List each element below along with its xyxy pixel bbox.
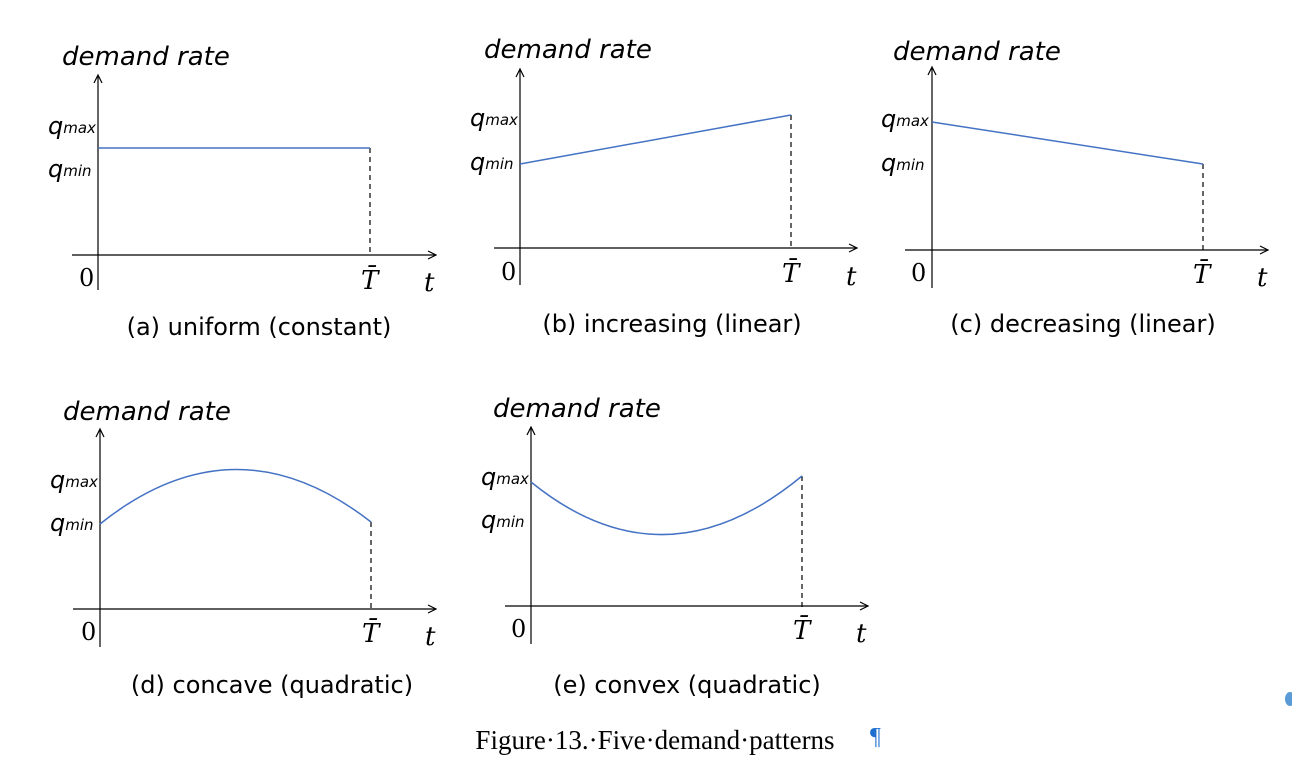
x-axis-arrow [427,604,438,614]
x-axis-arrow [427,250,438,260]
panel-caption: (b) increasing (linear) [542,310,801,338]
t-bar-label: T̄ [793,614,812,646]
qmax-label: qmax [481,463,529,491]
t-bar-label: T̄ [1193,258,1212,290]
panel-caption: (c) decreasing (linear) [950,310,1215,338]
y-axis-label: demand rate [893,37,1061,67]
t-axis-label: t [425,622,436,652]
demand-curve-decreasing [931,121,1204,165]
qmin-label: qmin [470,148,514,176]
origin-label: 0 [911,259,926,287]
y-axis-label: demand rate [493,394,661,424]
x-axis-arrow [859,601,870,611]
pilcrow-mark: ¶ [870,724,881,750]
panel-caption: (a) uniform (constant) [127,313,392,341]
t-axis-label: t [424,268,435,298]
figure-caption: Figure·13.·Five·demand·patterns ¶ [475,724,881,755]
selection-handle-icon[interactable] [1285,692,1292,706]
x-axis-arrow [1259,245,1270,255]
y-axis-label: demand rate [63,397,231,427]
y-axis-arrow [927,65,937,76]
demand-curve-concave [99,468,372,525]
qmin-label: qmin [881,149,925,177]
y-axis-arrow [526,425,536,436]
t-axis-label: t [856,619,867,649]
origin-label: 0 [81,618,96,646]
figure-caption-text: Figure·13.·Five·demand·patterns [475,725,834,755]
qmin-label: qmin [481,506,525,534]
y-axis-label: demand rate [484,35,652,65]
origin-label: 0 [501,258,516,286]
x-axis-arrow [848,243,859,253]
y-axis-arrow [95,427,105,438]
y-axis-arrow [515,67,525,78]
t-axis-label: t [1257,263,1268,293]
t-axis-label: t [846,262,857,292]
panel-caption: (d) concave (quadratic) [131,671,413,699]
origin-label: 0 [511,615,526,643]
panel-caption: (e) convex (quadratic) [553,671,821,699]
qmin-label: qmin [50,509,94,537]
qmax-label: qmax [50,466,98,494]
panel-d: demand rate qmax qmin 0 T̄ t (d) concave… [50,397,438,699]
t-bar-label: T̄ [361,264,380,296]
y-axis-label: demand rate [62,42,230,72]
qmax-label: qmax [881,105,929,133]
panel-c: demand rate qmax qmin 0 T̄ t (c) decreas… [881,37,1270,338]
qmax-label: qmax [48,112,96,140]
panel-e: demand rate qmax qmin 0 T̄ t (e) convex … [481,394,870,699]
demand-curve-increasing [519,114,792,165]
qmin-label: qmin [48,155,92,183]
y-axis-arrow [93,73,103,84]
panel-a: demand rate qmax qmin 0 T̄ t (a) uniform… [48,42,438,341]
qmax-label: qmax [470,104,518,132]
t-bar-label: T̄ [782,257,801,289]
t-bar-label: T̄ [362,617,381,649]
demand-curve-convex [530,475,803,536]
origin-label: 0 [79,264,94,292]
panel-b: demand rate qmax qmin 0 T̄ t (b) increas… [470,35,859,338]
